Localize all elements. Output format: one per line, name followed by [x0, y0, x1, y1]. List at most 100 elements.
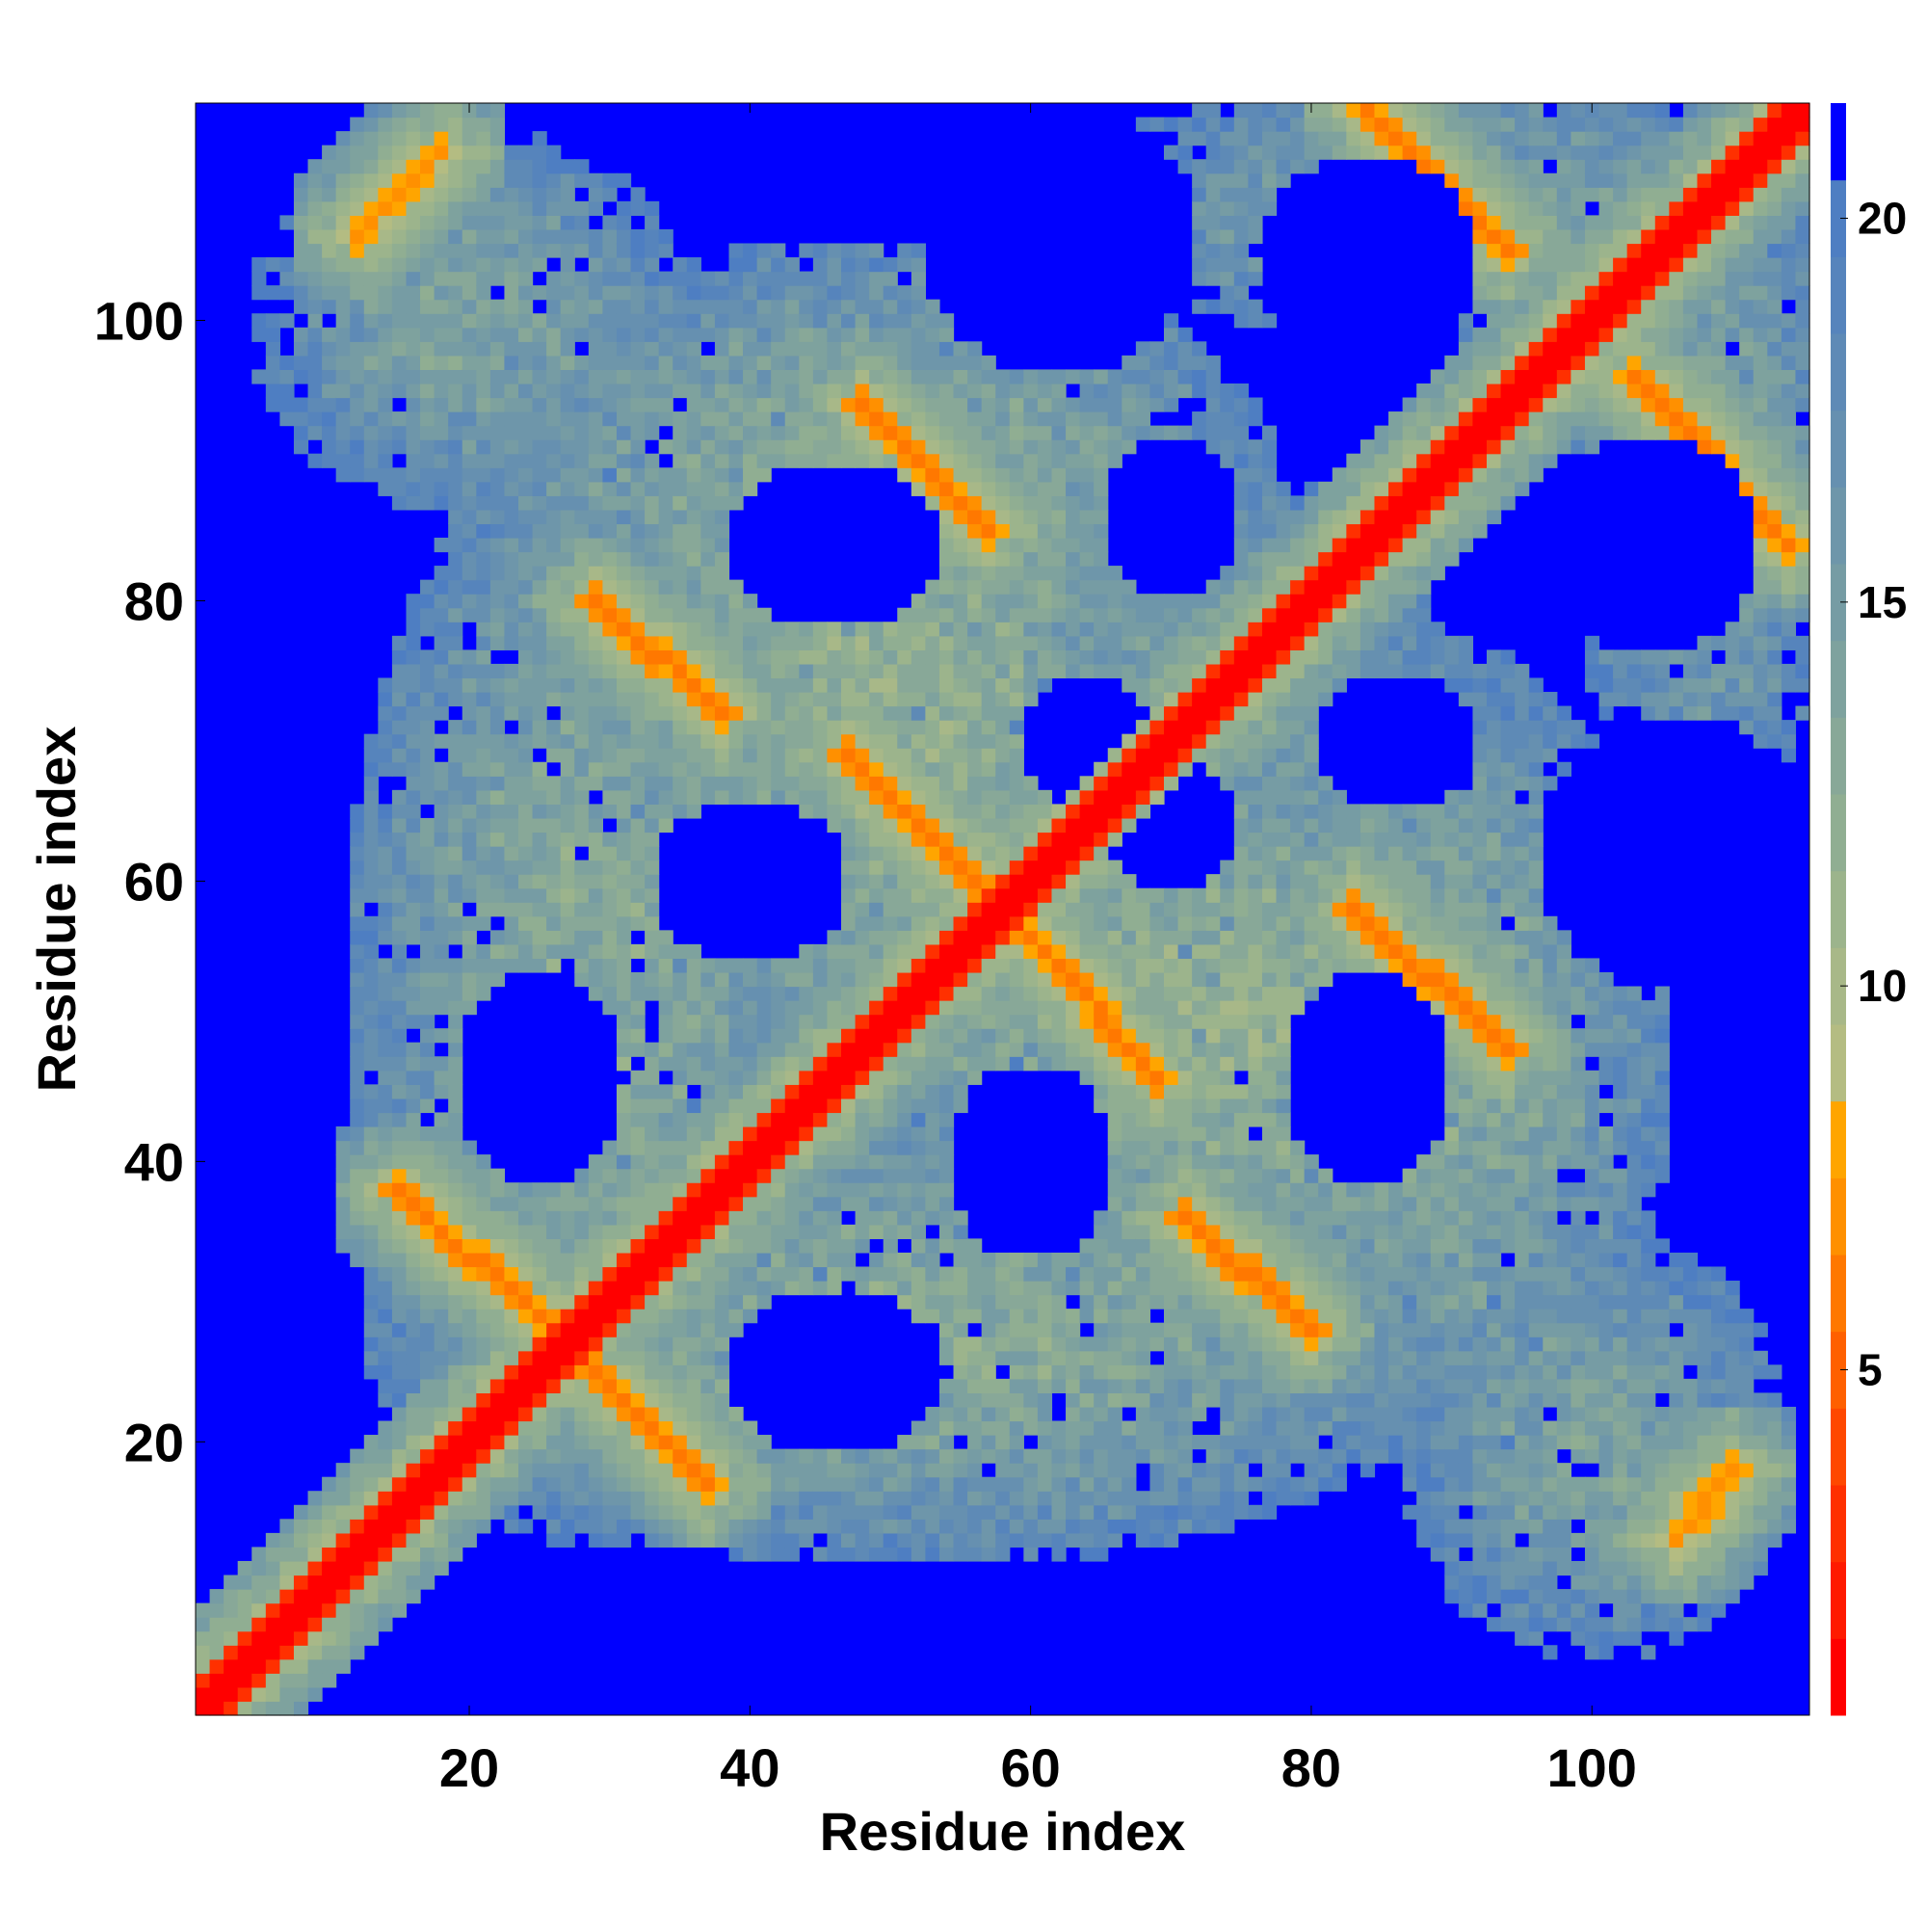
heatmap-cell	[307, 271, 323, 286]
heatmap-cell	[673, 943, 688, 960]
heatmap-cell	[489, 1238, 506, 1254]
heatmap-cell	[363, 355, 379, 371]
heatmap-cell	[827, 748, 842, 763]
heatmap-cell	[518, 832, 534, 847]
heatmap-cell	[391, 1266, 408, 1282]
heatmap-cell	[1177, 692, 1193, 707]
heatmap-cell	[1135, 1070, 1151, 1085]
heatmap-cell	[1177, 943, 1193, 960]
heatmap-cell	[378, 930, 393, 945]
heatmap-cell	[518, 930, 534, 945]
heatmap-cell	[938, 1463, 955, 1478]
heatmap-cell	[686, 1252, 701, 1268]
heatmap-cell	[434, 789, 449, 805]
heatmap-cell	[546, 481, 562, 496]
heatmap-cell	[251, 327, 267, 342]
heatmap-cell	[1122, 1281, 1137, 1296]
heatmap-cell	[869, 677, 884, 693]
heatmap-cell	[616, 1420, 632, 1436]
heatmap-cell	[322, 1645, 337, 1660]
heatmap-cell	[1122, 874, 1137, 889]
heatmap-cell	[673, 761, 688, 777]
heatmap-cell	[1107, 1463, 1122, 1478]
heatmap-cell	[616, 257, 632, 273]
heatmap-cell	[673, 1140, 688, 1155]
heatmap-cell	[518, 313, 534, 329]
heatmap-cell	[714, 271, 730, 286]
heatmap-cell	[518, 495, 534, 511]
heatmap-cell	[1023, 649, 1039, 665]
heatmap-cell	[406, 411, 421, 427]
heatmap-cell	[350, 817, 365, 834]
heatmap-cell	[462, 1140, 477, 1155]
heatmap-cell	[518, 874, 534, 889]
heatmap-cell	[1122, 1196, 1137, 1211]
heatmap-cell	[1107, 663, 1122, 679]
heatmap-cell	[897, 943, 912, 960]
heatmap-cell	[1122, 776, 1137, 791]
heatmap-cell	[518, 285, 534, 301]
heatmap-cell	[1079, 846, 1095, 861]
heatmap-cell	[855, 1210, 870, 1226]
heatmap-cell	[279, 1547, 295, 1562]
heatmap-cell	[588, 594, 603, 609]
heatmap-cell	[391, 986, 408, 1001]
heatmap-cell	[897, 411, 912, 427]
heatmap-cell	[925, 622, 940, 637]
heatmap-cell	[434, 159, 449, 174]
heatmap-cell	[1149, 1028, 1165, 1044]
heatmap-cell	[406, 467, 421, 483]
heatmap-cell	[953, 607, 968, 622]
heatmap-cell	[630, 733, 646, 749]
heatmap-cell	[420, 1125, 436, 1142]
heatmap-cell	[630, 1392, 646, 1408]
heatmap-cell	[322, 1476, 337, 1492]
heatmap-cell	[265, 397, 280, 412]
heatmap-cell	[855, 1196, 870, 1211]
heatmap-cell	[560, 1364, 575, 1380]
heatmap-cell	[279, 313, 295, 329]
heatmap-cell	[938, 761, 955, 777]
heatmap-cell	[771, 1448, 786, 1464]
heatmap-cell	[1135, 1252, 1151, 1268]
heatmap-cell	[799, 1028, 814, 1044]
heatmap-cell	[784, 705, 800, 721]
heatmap-cell	[1066, 902, 1081, 917]
heatmap-cell	[953, 622, 968, 637]
heatmap-cell	[532, 411, 547, 427]
heatmap-cell	[645, 551, 660, 567]
heatmap-cell	[967, 1392, 983, 1408]
heatmap-cell	[630, 1112, 646, 1127]
heatmap-cell	[897, 789, 912, 805]
heatmap-cell	[897, 958, 912, 973]
heatmap-cell	[1135, 930, 1151, 945]
heatmap-cell	[532, 355, 547, 371]
heatmap-cell	[1009, 832, 1024, 847]
heatmap-cell	[784, 1042, 800, 1057]
heatmap-cell	[616, 930, 632, 945]
heatmap-cell	[658, 748, 673, 763]
heatmap-cell	[743, 1084, 758, 1099]
heatmap-cell	[981, 1532, 996, 1548]
heatmap-cell	[630, 523, 646, 539]
heatmap-cell	[489, 1252, 506, 1268]
heatmap-cell	[827, 1084, 842, 1099]
heatmap-cell	[714, 411, 730, 427]
heatmap-cell	[1051, 523, 1067, 539]
heatmap-cell	[1079, 874, 1095, 889]
heatmap-cell	[546, 776, 562, 791]
heatmap-cell	[938, 397, 955, 412]
heatmap-cell	[771, 1042, 786, 1057]
heatmap-cell	[1164, 776, 1179, 791]
heatmap-cell	[1094, 817, 1109, 834]
heatmap-cell	[420, 1070, 436, 1085]
heatmap-cell	[602, 860, 618, 875]
heatmap-cell	[869, 1070, 884, 1085]
heatmap-cell	[196, 1602, 211, 1618]
heatmap-cell	[406, 1084, 421, 1099]
heatmap-cell	[1094, 958, 1109, 973]
heatmap-cell	[1107, 425, 1122, 440]
heatmap-cell	[1079, 930, 1095, 945]
heatmap-cell	[1177, 761, 1193, 777]
heatmap-cell	[391, 1084, 408, 1099]
